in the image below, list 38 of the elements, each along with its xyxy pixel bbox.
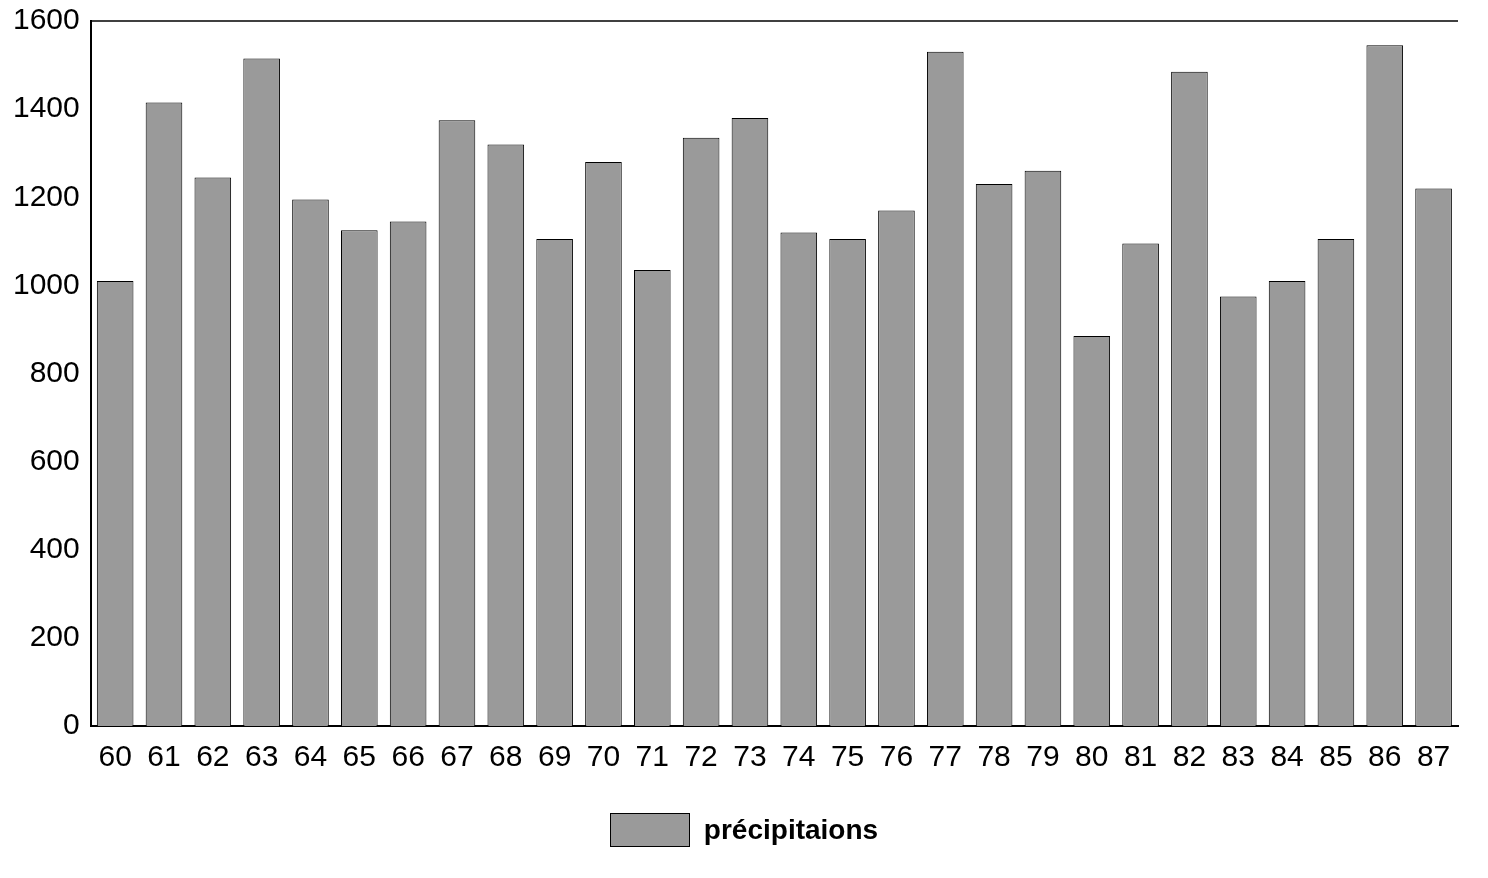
x-tick-label: 79 [1026, 739, 1060, 773]
x-tick-label: 61 [147, 739, 181, 773]
y-tick-label: 200 [29, 619, 80, 653]
x-tick-label: 67 [440, 739, 474, 773]
y-tick-label: 800 [29, 354, 80, 388]
x-tick-label: 77 [928, 739, 962, 773]
y-tick-label: 0 [63, 707, 80, 741]
x-tick-label: 72 [684, 739, 718, 773]
x-tick-label: 74 [782, 739, 816, 773]
y-tick-label: 1200 [12, 178, 80, 212]
x-tick-label: 62 [196, 739, 230, 773]
x-tick-label: 60 [98, 739, 132, 773]
y-tick-label: 1400 [12, 90, 80, 124]
x-tick-label: 71 [635, 739, 669, 773]
x-tick-label: 63 [244, 739, 279, 773]
y-tick-label: 400 [29, 531, 80, 565]
y-tick-label: 1600 [12, 2, 80, 36]
text: précipitaions [703, 814, 879, 846]
x-tick-label: 76 [879, 739, 914, 773]
y-tick-label: 600 [29, 442, 80, 476]
y-tick-label: 1000 [12, 266, 80, 300]
x-tick-label: 78 [977, 739, 1011, 773]
x-tick-label: 69 [537, 739, 572, 773]
x-tick-label: 65 [342, 739, 376, 773]
x-tick-label: 81 [1123, 739, 1158, 773]
x-tick-label: 87 [1416, 739, 1451, 773]
x-tick-label: 75 [830, 739, 865, 773]
x-tick-label: 73 [733, 739, 767, 773]
x-tick-label: 85 [1319, 739, 1353, 773]
x-tick-label: 66 [391, 739, 425, 773]
x-tick-label: 82 [1172, 739, 1207, 773]
x-tick-label: 64 [293, 739, 328, 773]
x-tick-label: 83 [1221, 739, 1255, 773]
x-tick-label: 68 [489, 739, 523, 773]
x-tick-label: 84 [1270, 739, 1304, 773]
x-tick-label: 86 [1368, 739, 1402, 773]
x-tick-label: 80 [1075, 739, 1109, 773]
x-tick-label: 70 [586, 739, 621, 773]
